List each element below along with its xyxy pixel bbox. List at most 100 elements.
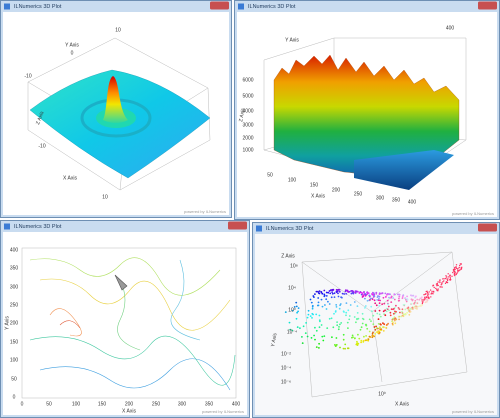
- point: [297, 310, 299, 313]
- point: [362, 294, 364, 296]
- point: [425, 296, 428, 299]
- point: [311, 304, 314, 307]
- point: [295, 317, 298, 320]
- close-button[interactable]: [210, 1, 229, 10]
- point: [378, 304, 381, 307]
- point: [398, 293, 400, 296]
- axis-label: Y Axis: [4, 316, 10, 330]
- point: [382, 330, 385, 332]
- axis-label: 3000: [242, 122, 253, 128]
- axis-label: Y Axis: [285, 37, 299, 43]
- point: [381, 292, 384, 295]
- point: [389, 293, 391, 296]
- point: [345, 311, 348, 314]
- point: [436, 289, 438, 292]
- point: [410, 302, 413, 305]
- axis-label: 10⁻²: [281, 351, 291, 357]
- point: [301, 342, 304, 344]
- close-button[interactable]: [228, 221, 247, 230]
- point: [376, 299, 379, 301]
- point: [442, 281, 444, 283]
- point: [382, 322, 384, 324]
- point: [459, 263, 461, 265]
- point: [367, 339, 370, 342]
- point: [318, 326, 321, 329]
- point: [461, 266, 463, 268]
- point: [322, 339, 325, 342]
- point: [393, 319, 396, 322]
- point: [398, 318, 400, 321]
- point: [330, 296, 333, 299]
- axis-label: 400: [408, 199, 417, 205]
- point: [377, 299, 380, 302]
- point: [439, 286, 441, 288]
- point: [318, 342, 320, 345]
- point: [323, 289, 326, 292]
- point: [424, 297, 426, 300]
- point: [370, 305, 373, 308]
- point: [324, 304, 326, 306]
- axis-label: 10⁸: [290, 263, 298, 269]
- point: [361, 296, 364, 298]
- point: [331, 289, 334, 292]
- point: [307, 309, 310, 312]
- point: [378, 297, 380, 300]
- close-button[interactable]: [478, 1, 497, 10]
- point: [349, 304, 352, 306]
- point: [360, 341, 362, 344]
- point: [428, 291, 430, 293]
- point: [291, 329, 294, 332]
- point: [333, 312, 335, 315]
- point: [343, 293, 346, 295]
- axis-label: X Axis: [63, 175, 77, 181]
- axis-label: 6000: [242, 77, 253, 83]
- point: [374, 310, 377, 312]
- point: [311, 317, 313, 319]
- point: [382, 310, 385, 313]
- point: [365, 323, 368, 326]
- point: [414, 299, 417, 302]
- point: [449, 274, 451, 276]
- point: [416, 298, 419, 301]
- point: [375, 304, 378, 307]
- point: [366, 291, 368, 294]
- axis-label: 100: [72, 401, 81, 407]
- point: [339, 323, 341, 326]
- point: [338, 307, 341, 310]
- point: [459, 264, 461, 267]
- point: [368, 294, 371, 297]
- point: [383, 313, 385, 315]
- point: [406, 298, 409, 301]
- point: [352, 336, 354, 339]
- point: [341, 292, 344, 295]
- point: [315, 290, 318, 293]
- axis-label: 10⁰: [288, 307, 296, 313]
- point: [336, 321, 338, 323]
- point: [344, 290, 347, 293]
- axis-label: 200: [125, 401, 134, 407]
- axis-label: -10: [38, 143, 45, 149]
- point: [423, 294, 425, 296]
- point: [288, 321, 291, 324]
- footer: powered by ILNumerics: [452, 409, 494, 414]
- close-button[interactable]: [478, 223, 497, 232]
- point: [309, 298, 312, 301]
- point: [312, 313, 314, 316]
- axis-label: Z Axis: [281, 253, 295, 259]
- point: [439, 279, 441, 281]
- point: [408, 308, 411, 311]
- point: [437, 284, 439, 287]
- point: [408, 313, 411, 316]
- point: [389, 311, 392, 314]
- point: [315, 346, 318, 348]
- point: [347, 327, 349, 329]
- axis-label: 1000: [242, 147, 253, 153]
- point: [443, 280, 445, 282]
- point: [330, 317, 333, 320]
- point: [374, 328, 377, 331]
- axis-label: 250: [152, 401, 161, 407]
- point: [337, 292, 339, 295]
- axis-label: 10⁻⁶: [281, 379, 291, 385]
- axis-label: 400: [10, 247, 19, 253]
- point: [424, 296, 426, 298]
